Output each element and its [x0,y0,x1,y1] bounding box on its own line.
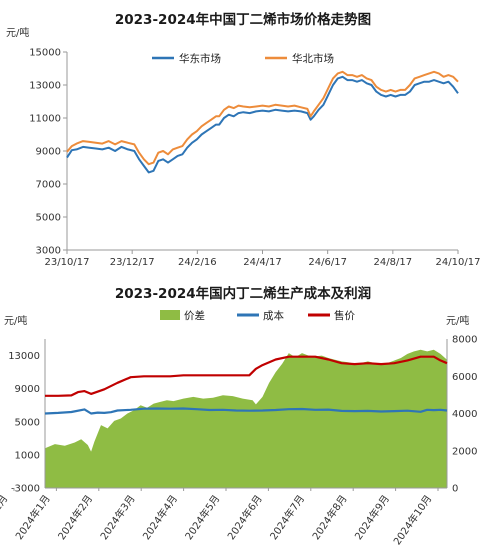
chart1-x-tick-label: 24/2/16 [178,257,217,268]
chart2-spread-area [45,349,447,488]
chart1-x-tick-label: 24/4/17 [243,257,282,268]
chart2-left-tick-label: 13000 [8,351,40,362]
chart1-y-tick-label: 9000 [36,147,61,158]
chart2-right-tick-label: 2000 [452,446,477,457]
chart2-legend-label: 价差 [184,309,205,322]
chart2-x-tick-label: 2024年2月 [55,492,95,542]
chart2-x-tick-label: 2024年10月 [390,492,434,547]
chart2-x-tick-label: 2023年12月 [0,492,10,547]
chart1-series-line-east [66,75,459,174]
chart1-legend-label: 华东市场 [179,52,221,65]
chart2-y-unit-left: 元/吨 [4,316,28,327]
chart2-right-tick-label: 4000 [452,409,477,420]
chart2-x-tick-label: 2024年3月 [97,492,137,542]
chart2-x-tick-label: 2024年5月 [182,492,222,542]
chart1-x-tick-label: 24/6/17 [308,257,347,268]
chart2-legend-swatch [160,310,180,320]
chart2-right-tick-label: 6000 [452,372,477,383]
chart2-legend-label: 成本 [263,309,284,322]
chart1-x-tick-label: 23/10/17 [45,257,90,268]
chart1-y-tick-label: 3000 [36,246,61,257]
chart2-left-tick-label: 5000 [15,417,40,428]
chart2-x-tick-label: 2024年8月 [309,492,349,542]
chart2-x-tick-label: 2024年7月 [267,492,307,542]
chart2-x-tick-label: 2024年9月 [352,492,392,542]
chart2-right-tick-label: 0 [452,484,458,495]
chart2-x-tick-label: 2024年6月 [224,492,264,542]
chart1-y-tick-label: 11000 [29,114,61,125]
chart2-x-tick-label: 2024年1月 [12,492,52,542]
chart2-legend-label: 售价 [334,309,355,322]
chart1-y-tick-label: 15000 [29,48,61,59]
chart1-series-line-north [66,70,459,166]
chart1-x-tick-label: 24/10/17 [436,257,481,268]
chart1-legend-label: 华北市场 [292,52,334,65]
chart2-title: 2023-2024年国内丁二烯生产成本及利润 [114,286,372,302]
chart1-x-tick-label: 23/12/17 [110,257,155,268]
chart2-right-tick-label: 8000 [452,335,477,346]
chart1-y-tick-label: 5000 [36,213,61,224]
chart1-y-tick-label: 13000 [29,81,61,92]
chart1-y-tick-label: 7000 [36,180,61,191]
chart2-left-tick-label: -3000 [11,484,40,495]
price-trend-chart: 3000 5000 7000 9000 11000 13000 15000 23/10/17 2… [29,48,481,269]
chart1-title: 2023-2024年中国丁二烯市场价格走势图 [114,12,372,28]
chart1-y-unit: 元/吨 [6,28,30,39]
chart2-left-tick-label: 9000 [15,384,40,395]
chart2-y-unit-right: 元/吨 [446,316,470,327]
chart2-cost-line [44,407,448,415]
chart2-x-tick-label: 2024年4月 [140,492,180,542]
chart1-x-tick-label: 24/8/17 [374,257,413,268]
chart2-left-tick-label: 1000 [15,450,40,461]
chart2-price-line [45,355,448,397]
